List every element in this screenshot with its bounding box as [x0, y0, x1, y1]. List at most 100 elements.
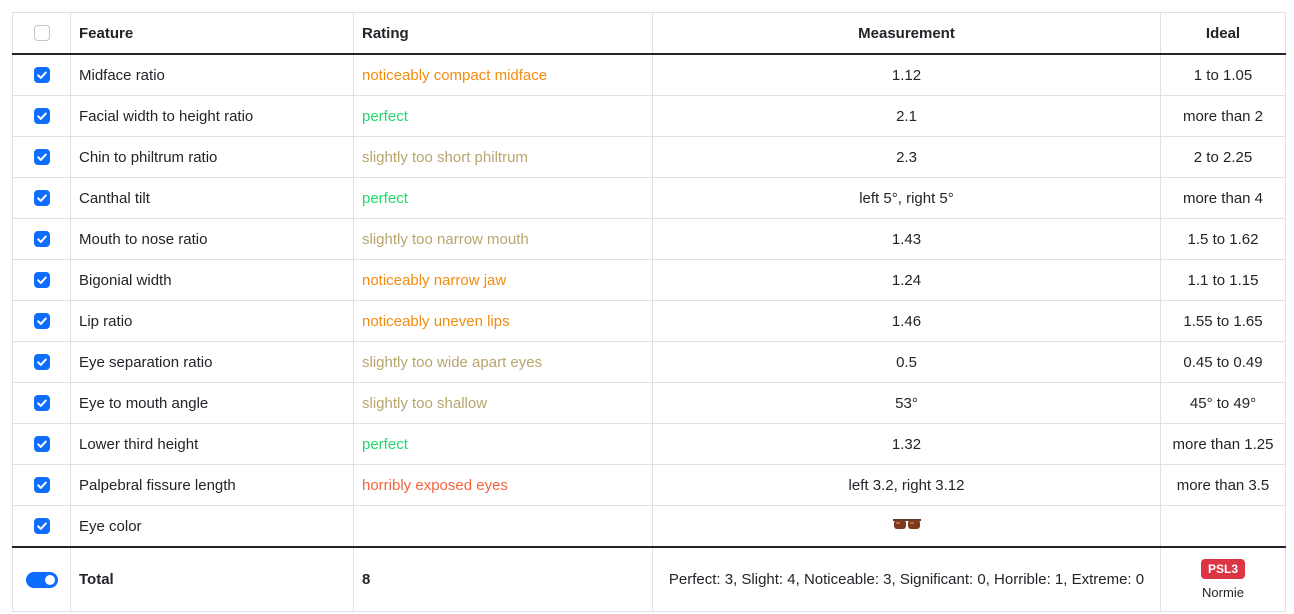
row: Lip ratio noticeably uneven lips 1.46 1.55 …: [12, 300, 1286, 342]
measurement-cell: 53°: [652, 382, 1161, 424]
select-cell: [12, 259, 71, 301]
table-body: Midface ratio noticeably compact midface 1…: [12, 53, 1286, 548]
row: Bigonial width noticeably narrow jaw 1.24 1…: [12, 259, 1286, 301]
measurement-cell: left 3.2, right 3.12: [652, 464, 1161, 506]
checkbox[interactable]: [33, 436, 50, 452]
toggle[interactable]: [25, 571, 58, 588]
rating-cell: noticeably compact midface: [353, 53, 653, 96]
checkbox[interactable]: [33, 395, 50, 411]
ideal-cell: 1 to 1.05: [1160, 53, 1286, 96]
feature-cell: Canthal tilt: [70, 177, 354, 219]
measurement-cell: 1.24: [652, 259, 1161, 301]
feature-cell: Eye color: [70, 505, 354, 548]
ideal-cell: 1.5 to 1.62: [1160, 218, 1286, 260]
feature-cell: Chin to philtrum ratio: [70, 136, 354, 178]
row: Eye color: [12, 505, 1286, 548]
ideal-cell: 1.55 to 1.65: [1160, 300, 1286, 342]
feature-cell: Lip ratio: [70, 300, 354, 342]
rating-cell: [353, 505, 653, 548]
select-cell: [12, 218, 71, 260]
rating-cell: noticeably narrow jaw: [353, 259, 653, 301]
ideal-cell: more than 1.25: [1160, 423, 1286, 465]
feature-cell: Lower third height: [70, 423, 354, 465]
header-cell: Ideal: [1160, 12, 1286, 55]
ideal-cell: more than 4: [1160, 177, 1286, 219]
measurement-cell: 1.32: [652, 423, 1161, 465]
feature-cell: Palpebral fissure length: [70, 464, 354, 506]
header-cell: Rating: [353, 12, 653, 55]
row: Mouth to nose ratio slightly too narrow m…: [12, 218, 1286, 260]
row: Chin to philtrum ratio slightly too short…: [12, 136, 1286, 178]
verdict-cell: PSL3 Normie: [1160, 546, 1286, 612]
measurement-cell: 1.12: [652, 53, 1161, 96]
feature-cell: Bigonial width: [70, 259, 354, 301]
checkbox[interactable]: [33, 477, 50, 493]
row: Palpebral fissure length horribly exposed…: [12, 464, 1286, 506]
ideal-cell: more than 3.5: [1160, 464, 1286, 506]
row: Canthal tilt perfect left 5°, right 5° more…: [12, 177, 1286, 219]
badge: PSL3: [1200, 559, 1245, 579]
measurement-cell: 0.5: [652, 341, 1161, 383]
ideal-cell: more than 2: [1160, 95, 1286, 137]
rating-cell: slightly too wide apart eyes: [353, 341, 653, 383]
row: Midface ratio noticeably compact midface 1…: [12, 53, 1286, 96]
feature-table: Feature Rating Measurement Ideal Midface ra…: [12, 12, 1286, 612]
verdict: Normie: [1202, 585, 1244, 600]
checkbox[interactable]: [33, 518, 50, 534]
measurement-cell: 1.43: [652, 218, 1161, 260]
checkbox[interactable]: [33, 67, 50, 83]
ideal-cell: 45° to 49°: [1160, 382, 1286, 424]
checkbox[interactable]: [33, 190, 50, 206]
checkbox[interactable]: [33, 231, 50, 247]
checkbox[interactable]: [33, 272, 50, 288]
table-head: Feature Rating Measurement Ideal: [12, 12, 1286, 55]
rating-cell: slightly too short philtrum: [353, 136, 653, 178]
checkbox[interactable]: [33, 149, 50, 165]
ideal-cell: 1.1 to 1.15: [1160, 259, 1286, 301]
feature-cell: Eye to mouth angle: [70, 382, 354, 424]
measurement-cell: left 5°, right 5°: [652, 177, 1161, 219]
checkbox[interactable]: [33, 108, 50, 124]
header-cell: Feature: [70, 12, 354, 55]
header-cell: Measurement: [652, 12, 1161, 55]
toggle-cell: [12, 546, 71, 612]
checkbox[interactable]: [33, 313, 50, 329]
total-count: 8: [353, 546, 653, 612]
measurement-cell: 2.1: [652, 95, 1161, 137]
row: Lower third height perfect 1.32 more than 1…: [12, 423, 1286, 465]
table-foot: Total 8 Perfect: 3, Slight: 4, Noticeable:…: [12, 546, 1286, 612]
total-label: Total: [70, 546, 354, 612]
feature-cell: Midface ratio: [70, 53, 354, 96]
checkbox[interactable]: [33, 25, 50, 41]
select-cell: [12, 505, 71, 548]
row: Facial width to height ratio perfect 2.1 mo…: [12, 95, 1286, 137]
rating-cell: noticeably uneven lips: [353, 300, 653, 342]
checkbox[interactable]: [33, 354, 50, 370]
measurement-cell: 2.3: [652, 136, 1161, 178]
select-cell: [12, 53, 71, 96]
summary: Perfect: 3, Slight: 4, Noticeable: 3, Si…: [652, 546, 1161, 612]
select-cell: [12, 95, 71, 137]
measurement-cell: [652, 505, 1161, 548]
rating-cell: slightly too shallow: [353, 382, 653, 424]
rating-cell: perfect: [353, 423, 653, 465]
rating-cell: slightly too narrow mouth: [353, 218, 653, 260]
ideal-cell: 2 to 2.25: [1160, 136, 1286, 178]
select-cell: [12, 300, 71, 342]
header-row: Feature Rating Measurement Ideal: [12, 12, 1286, 55]
select-cell: [12, 382, 71, 424]
select-cell: [12, 136, 71, 178]
feature-cell: Eye separation ratio: [70, 341, 354, 383]
rating-cell: perfect: [353, 95, 653, 137]
footer-row: Total 8 Perfect: 3, Slight: 4, Noticeable:…: [12, 546, 1286, 612]
header-cell: [12, 12, 71, 55]
select-cell: [12, 423, 71, 465]
row: Eye separation ratio slightly too wide ap…: [12, 341, 1286, 383]
measurement-cell: 1.46: [652, 300, 1161, 342]
select-cell: [12, 177, 71, 219]
ideal-cell: [1160, 505, 1286, 548]
eye-color-icon: [892, 519, 921, 529]
select-cell: [12, 464, 71, 506]
rating-cell: horribly exposed eyes: [353, 464, 653, 506]
